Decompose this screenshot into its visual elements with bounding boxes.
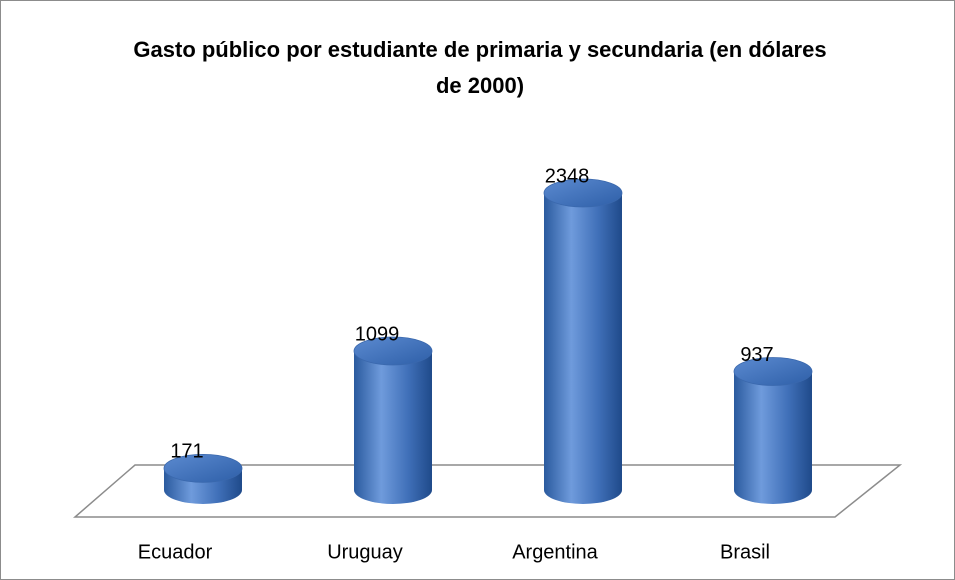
cylinder-top [353, 336, 433, 366]
value-label: 171 [170, 441, 203, 463]
value-label: 937 [740, 344, 773, 366]
x-tick-label: Uruguay [327, 541, 403, 563]
floor [72, 464, 903, 518]
value-label: 1099 [355, 323, 400, 345]
cylinder-body [734, 371, 812, 504]
cylinder-body [544, 193, 622, 504]
cylinder-top [163, 453, 243, 483]
x-tick-label: Ecuador [138, 541, 213, 563]
chart-title: Gasto público por estudiante de primaria… [133, 37, 827, 98]
value-label: 2348 [545, 165, 590, 187]
x-tick-label: Brasil [720, 541, 770, 563]
cylinder-top [733, 357, 813, 386]
cylinder-body [354, 350, 432, 504]
x-tick-label: Argentina [512, 541, 598, 563]
cylinder-top [543, 178, 623, 208]
